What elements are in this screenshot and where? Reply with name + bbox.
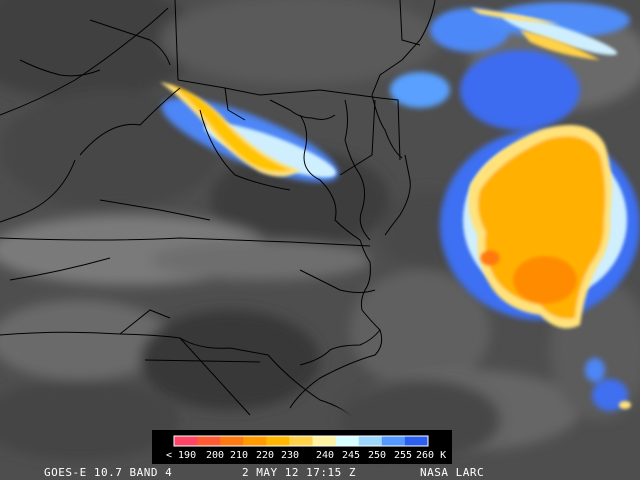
legend-color-swatch (312, 436, 337, 446)
legend-color-swatch (220, 436, 244, 446)
legend-color-swatch (358, 436, 383, 446)
image-caption: GOES-E 10.7 BAND 4 2 MAY 12 17:15 Z NASA… (0, 466, 640, 480)
cloud-texture (0, 0, 640, 460)
legend-label: 210 (230, 450, 249, 461)
legend-labels: < 190 200 210 220 230 240 245 250 255 26… (166, 450, 456, 462)
temperature-color-bar (173, 435, 429, 447)
legend-label: 240 (316, 450, 335, 461)
satellite-band-label: GOES-E 10.7 BAND 4 (44, 466, 173, 479)
legend-label: < 190 (166, 450, 197, 461)
legend-label: 200 (206, 450, 225, 461)
state-boundaries (0, 0, 436, 421)
legend-label: 220 (256, 450, 275, 461)
legend-label: 250 (368, 450, 387, 461)
legend-color-swatch (243, 436, 267, 446)
legend-color-swatch (404, 436, 429, 446)
legend-color-swatch (174, 436, 198, 446)
legend-label: 245 (342, 450, 361, 461)
credit-label: NASA LARC (420, 466, 485, 479)
legend-color-swatch (289, 436, 314, 446)
legend-color-swatch (335, 436, 360, 446)
timestamp-label: 2 MAY 12 17:15 Z (242, 466, 356, 479)
legend-color-swatch (197, 436, 221, 446)
legend-label: 255 (394, 450, 413, 461)
legend-color-swatch (381, 436, 406, 446)
cold-cloud-tops (160, 8, 631, 409)
legend-label: 260 K (416, 450, 447, 461)
temperature-legend (152, 430, 452, 464)
legend-label: 230 (281, 450, 300, 461)
legend-color-swatch (266, 436, 290, 446)
legend-frame (173, 435, 429, 447)
